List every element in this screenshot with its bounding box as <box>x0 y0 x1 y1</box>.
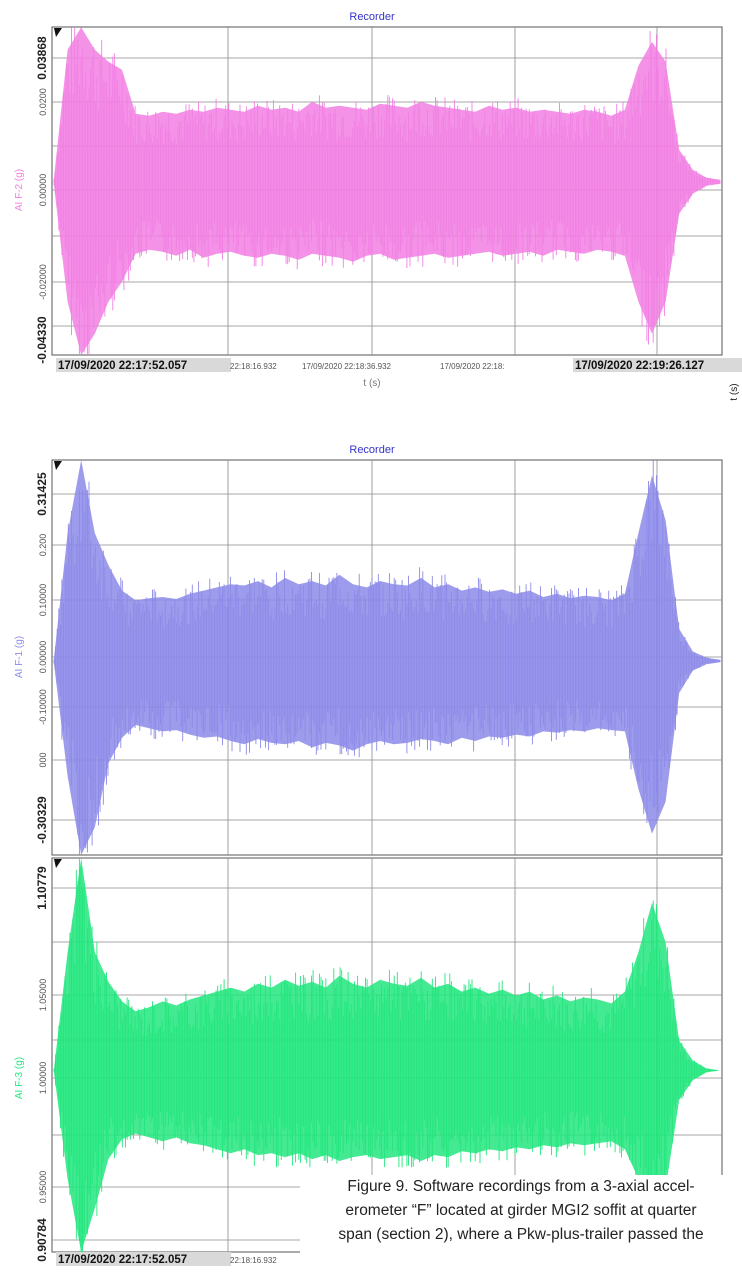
chart-panel-2: Recorder 0.31425 0.200 0.10000 0.00000 -0.100… <box>14 444 723 856</box>
x-tick-label: 22:18:16.932 <box>230 1256 277 1265</box>
x-tick-label: 17/09/2020 22:17:52.057 <box>58 360 187 372</box>
corner-marker <box>54 461 62 470</box>
x-tick-label: 17/09/2020 22:18:36.932 <box>302 362 392 371</box>
waveform-envelope <box>54 460 720 855</box>
y-tick-label: 0.200 <box>38 534 48 557</box>
y-tick-label: 0.95000 <box>38 1171 48 1204</box>
waveform-spikes <box>53 460 721 855</box>
y-tick-label: -0.02000 <box>38 264 48 300</box>
x-tick-label: 17/09/2020 22:17:52.057 <box>58 1254 187 1266</box>
chart-title: Recorder <box>349 11 395 23</box>
y-tick-label: 000 <box>38 752 48 767</box>
caption-line-1: Figure 9. Software recordings from a 3-a… <box>347 1178 695 1195</box>
y-tick-label: -0.10000 <box>38 689 48 725</box>
y-tick-label: 0.31425 <box>35 472 49 516</box>
y-tick-label: 0.90784 <box>35 1218 49 1262</box>
x-tick-bg <box>573 358 742 372</box>
y-axis-label: AI F-2 (g) <box>14 169 25 211</box>
chart-title: Recorder <box>349 444 395 456</box>
x-tick-label: 22:18:16.932 <box>230 362 277 371</box>
y-tick-label: 1.00000 <box>38 1062 48 1095</box>
corner-marker <box>54 28 62 37</box>
x-tick-label: 17/09/2020 22:19:26.127 <box>575 360 704 372</box>
chart-panel-1: Recorder 0.03868 0.0200 0.00000 -0.02000 -0.0… <box>14 11 742 389</box>
waveform-envelope <box>54 858 720 1253</box>
x-tick-label: 17/09/2020 22:18: <box>440 362 505 371</box>
y-tick-label: 0.0200 <box>38 88 48 116</box>
y-axis-label: AI F-1 (g) <box>14 636 25 678</box>
y-tick-label: 0.03868 <box>35 36 49 80</box>
caption-line-2: erometer “F” located at girder MGI2 soff… <box>345 1202 697 1219</box>
x-tick-bg <box>56 1252 231 1266</box>
side-axis-label: t (s) <box>729 383 740 400</box>
y-tick-label: -0.04330 <box>35 316 49 364</box>
y-tick-label: 0.00000 <box>38 641 48 674</box>
figure-caption: Figure 9. Software recordings from a 3-a… <box>300 1175 742 1273</box>
waveform-envelope <box>54 27 720 356</box>
waveform-spikes <box>53 858 719 1252</box>
y-tick-label: 0.10000 <box>38 584 48 617</box>
caption-line-3: span (section 2), where a Pkw-plus-trail… <box>338 1226 704 1243</box>
x-tick-bg <box>56 358 231 372</box>
x-axis-label: t (s) <box>363 378 380 389</box>
corner-marker <box>54 859 62 868</box>
y-tick-label: 1.10779 <box>35 866 49 910</box>
y-tick-label: 0.00000 <box>38 174 48 207</box>
y-tick-label: 1.05000 <box>38 979 48 1012</box>
y-tick-label: -0.30329 <box>35 796 49 844</box>
y-axis-label: AI F-3 (g) <box>14 1057 25 1099</box>
waveform-spikes <box>53 27 721 355</box>
